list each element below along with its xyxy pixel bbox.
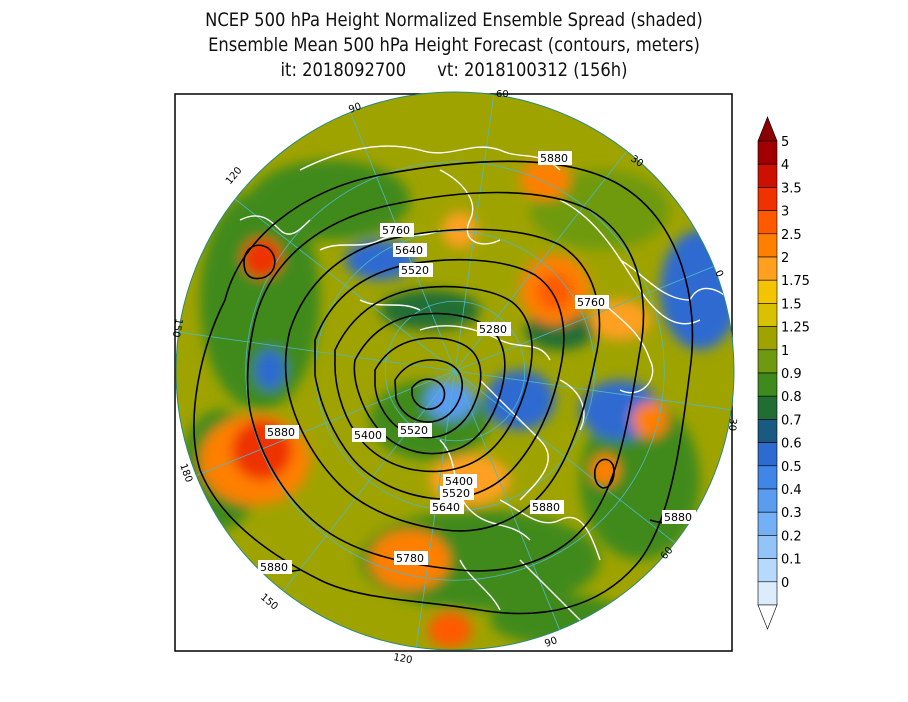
colorbar-swatch	[757, 233, 778, 258]
lon-label: 90	[347, 101, 363, 116]
colorbar-tick-label: 0.2	[781, 529, 802, 544]
colorbar-swatch	[757, 558, 778, 583]
meridian-line	[454, 266, 714, 372]
colorbar-tick-label: 0.5	[781, 460, 802, 475]
contour-label: 5640	[393, 243, 427, 257]
meridian-line	[282, 370, 456, 592]
contour-label: 5520	[440, 486, 474, 500]
svg-text:5880: 5880	[540, 152, 568, 165]
contour-label: 5880	[662, 510, 696, 524]
colorbar-tick-label: 0.6	[781, 437, 802, 452]
svg-text:5880: 5880	[267, 426, 295, 439]
colorbar-tick-label: 0.7	[781, 413, 802, 428]
contour-label: 5520	[398, 423, 432, 437]
colorbar-tick-label: 3	[781, 205, 789, 220]
colorbar-tick-label: 5	[781, 135, 789, 150]
svg-text:5520: 5520	[401, 264, 429, 277]
chart-title: NCEP 500 hPa Height Normalized Ensemble …	[0, 8, 908, 83]
svg-text:5880: 5880	[260, 561, 288, 574]
colorbar-bottom-arrow	[757, 604, 778, 630]
colorbar-tick-label: 3.5	[781, 181, 802, 196]
latitude-circle	[384, 300, 526, 442]
svg-text:5520: 5520	[442, 487, 470, 500]
contour-label: 5780	[394, 551, 428, 565]
lon-label: 150	[170, 317, 184, 338]
colorbar-swatch	[757, 279, 778, 304]
colorbar-swatch	[757, 465, 778, 490]
colorbar-swatch	[757, 442, 778, 467]
colorbar-tick-label: 2.5	[781, 228, 802, 243]
title-line-3: it: 2018092700 vt: 2018100312 (156h)	[280, 59, 628, 81]
colorbar-swatch	[757, 535, 778, 559]
colorbar-tick-label: 0.9	[781, 367, 802, 382]
colorbar-swatch	[757, 326, 778, 351]
meridian-line	[454, 94, 495, 372]
colorbar-swatch	[757, 140, 778, 165]
colorbar: 5 4 3.5 3 2.5 2 1.75 1.5 1.25 1 0.9 0.8 0.7 0.6 0.5 0.4…	[757, 116, 810, 630]
colorbar-tick-label: 4	[781, 158, 789, 173]
contour-label: 5880	[538, 151, 572, 165]
colorbar-swatch	[757, 581, 778, 606]
svg-text:5640: 5640	[432, 501, 460, 514]
colorbar-swatch	[757, 303, 778, 327]
colorbar-swatch	[757, 256, 778, 281]
svg-text:5520: 5520	[400, 424, 428, 437]
svg-text:5640: 5640	[395, 244, 423, 257]
colorbar-tick-label: 0.4	[781, 483, 802, 498]
meridian-line	[350, 112, 456, 372]
svg-text:5880: 5880	[664, 511, 692, 524]
colorbar-swatch	[757, 349, 778, 374]
colorbar-swatch	[757, 395, 778, 420]
contour-label: 5280	[477, 322, 511, 336]
colorbar-tick-label: 2	[781, 251, 789, 266]
colorbar-tick-label: 0	[781, 576, 789, 591]
colorbar-swatch	[757, 372, 778, 397]
svg-text:5760: 5760	[577, 296, 605, 309]
contour-label: 5880	[265, 425, 299, 439]
contour-label: 5880	[530, 500, 564, 514]
contour-label: 5400	[443, 474, 477, 488]
colorbar-tick-label: 1	[781, 344, 789, 359]
meridian-line	[454, 370, 560, 630]
colorbar-swatch	[757, 187, 778, 211]
contour-label: 5640	[430, 500, 464, 514]
colorbar-swatch	[757, 419, 778, 443]
lon-label: 0	[712, 269, 725, 279]
svg-text:5780: 5780	[396, 552, 424, 565]
map-disk-outline	[175, 91, 735, 651]
colorbar-tick-label: 1.5	[781, 297, 802, 312]
colorbar-tick-label: 0.1	[781, 553, 802, 568]
lon-label: 90	[543, 635, 559, 650]
colorbar-tick-label: 1.25	[781, 321, 810, 336]
svg-text:5880: 5880	[532, 501, 560, 514]
colorbar-swatch	[757, 511, 778, 536]
lon-label: 120	[392, 652, 413, 666]
colorbar-tick-label: 0.3	[781, 506, 802, 521]
contour-label: 5400	[352, 428, 386, 442]
title-line-1: NCEP 500 hPa Height Normalized Ensemble …	[205, 9, 703, 31]
contour-label: 5760	[575, 295, 609, 309]
title-line-2: Ensemble Mean 500 hPa Height Forecast (c…	[208, 34, 700, 56]
colorbar-swatch	[757, 488, 778, 513]
meridian-line	[234, 198, 456, 372]
colorbar-top-arrow	[757, 116, 778, 142]
lon-label: 60	[496, 89, 509, 100]
colorbar-tick-label: 0.8	[781, 390, 802, 405]
lon-label: 30	[726, 418, 738, 432]
colorbar-tick-label: 1.75	[781, 274, 810, 289]
svg-text:5280: 5280	[479, 323, 507, 336]
svg-text:5760: 5760	[382, 224, 410, 237]
contour-label: 5880	[258, 560, 292, 574]
meridian-line	[178, 331, 456, 372]
colorbar-swatch	[757, 210, 778, 235]
latitude-circle	[245, 161, 665, 581]
svg-text:5400: 5400	[445, 475, 473, 488]
contour-labels: 5880 5760 5640 5520 5760 5280 5880 5400 …	[258, 151, 696, 574]
svg-text:5400: 5400	[354, 429, 382, 442]
contour-label: 5760	[380, 223, 414, 237]
colorbar-swatch	[757, 163, 778, 188]
contour-label: 5520	[399, 263, 433, 277]
